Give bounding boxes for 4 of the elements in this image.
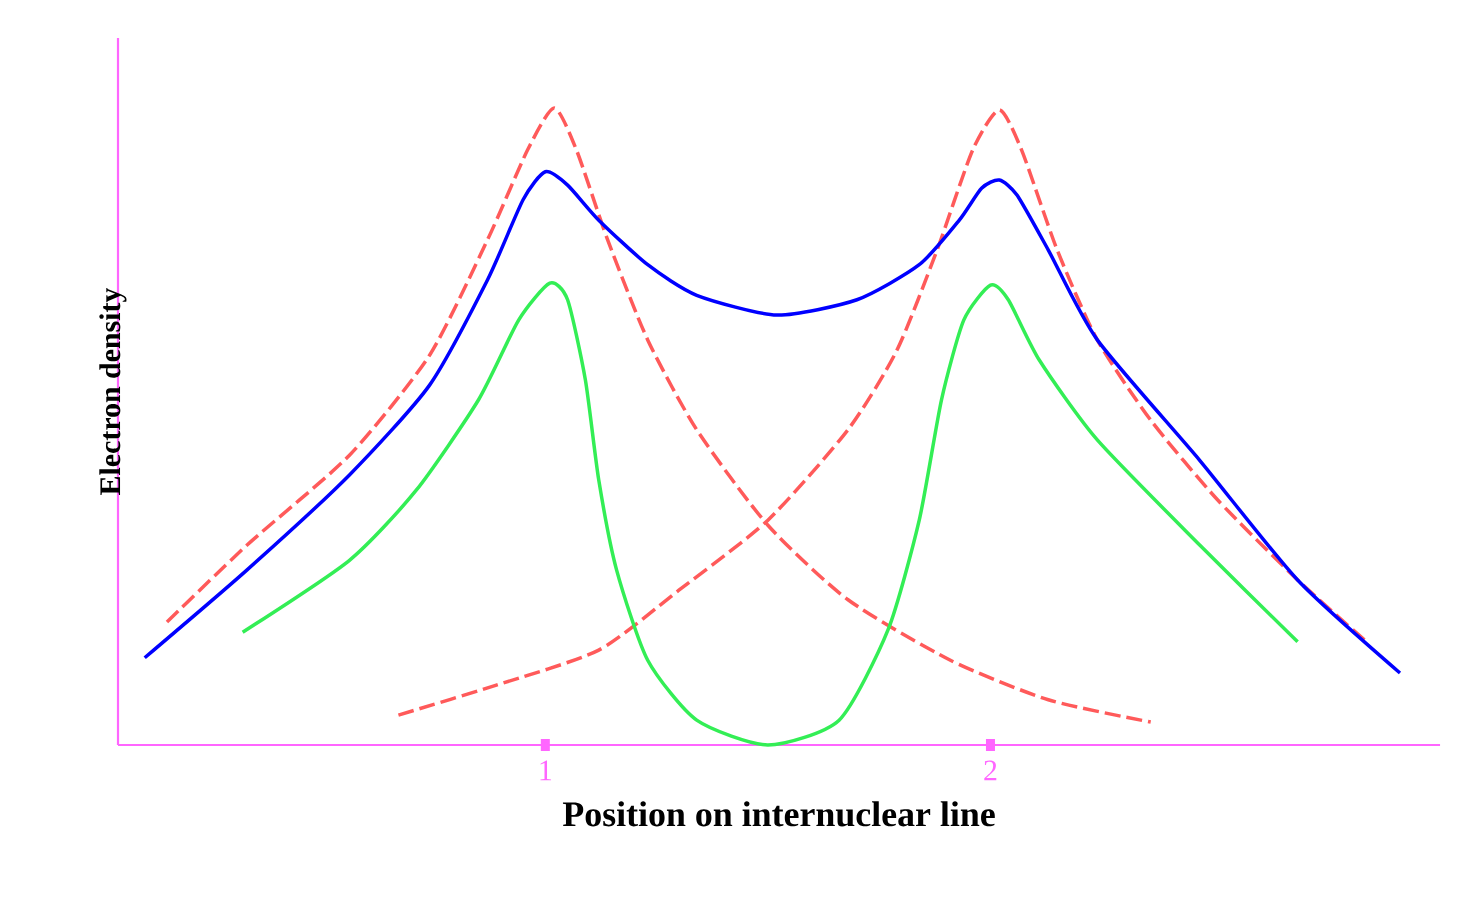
y-axis-title: Electron density [99,287,127,495]
x-tick-label: 1 [540,760,552,781]
x-axis-title: Position on internuclear line [562,801,995,827]
x-tick-label: 2 [984,760,997,781]
